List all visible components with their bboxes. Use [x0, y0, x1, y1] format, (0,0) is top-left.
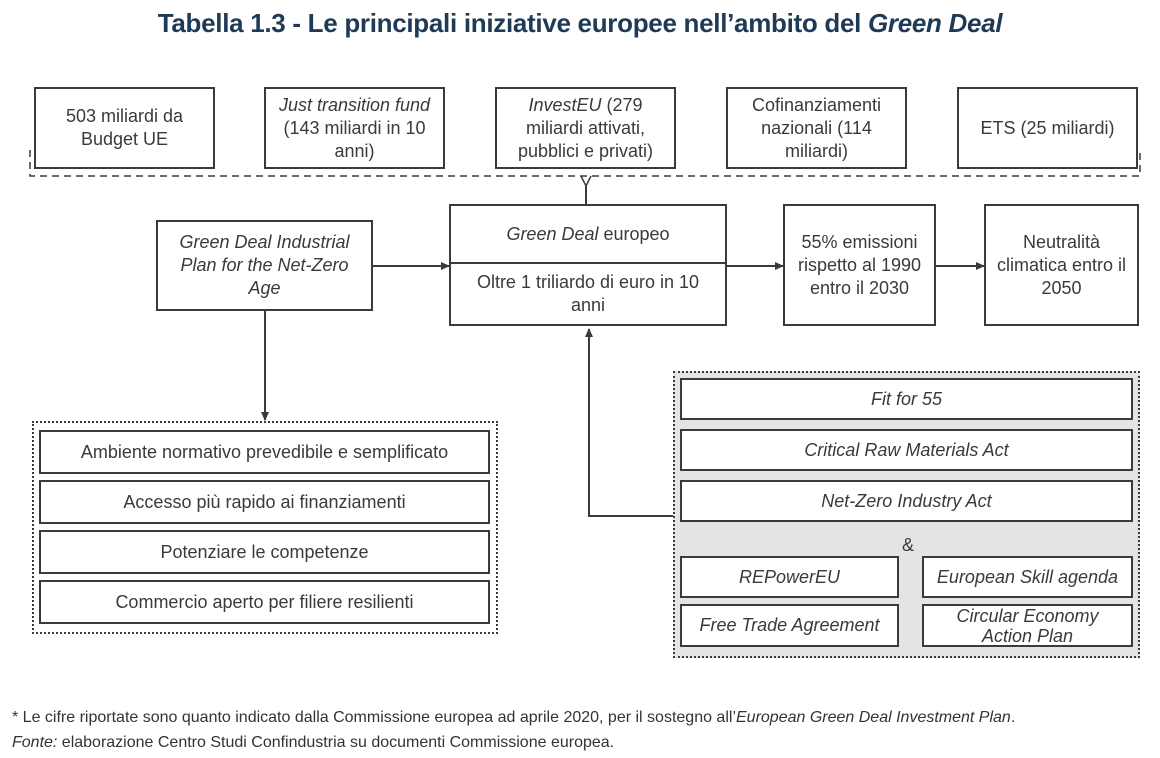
funding-brace-notch	[580, 175, 592, 188]
target-2050-box: Neutralità climatica entro il 2050	[984, 204, 1139, 326]
funding-brace	[29, 150, 1141, 177]
policy-critical-raw-materials: Critical Raw Materials Act	[680, 429, 1133, 471]
policy-european-skill-agenda: European Skill agenda	[922, 556, 1133, 598]
funding-box-just-transition: Just transition fund (143 miliardi in 10…	[264, 87, 445, 169]
funding-box-investeu: InvestEU (279 miliardi attivati, pubblic…	[495, 87, 676, 169]
green-deal-amount: Oltre 1 triliardo di euro in 10 anni	[476, 272, 700, 315]
policy-circular-economy: Circular Economy Action Plan	[922, 604, 1133, 647]
page-title: Tabella 1.3 - Le principali iniziative e…	[157, 8, 1003, 38]
pillar-box: Accesso più rapido ai finanziamenti	[39, 480, 490, 524]
green-deal-box: Green Deal europeo Oltre 1 triliardo di …	[449, 204, 727, 326]
plan-pillars-panel	[32, 421, 498, 634]
pillar-box: Potenziare le competenze	[39, 530, 490, 574]
industrial-plan-box: Green Deal Industrial Plan for the Net-Z…	[156, 220, 373, 311]
funding-box-cofinanziamenti: Cofinanziamenti nazionali (114 miliardi)	[726, 87, 907, 169]
funding-box-ets: ETS (25 miliardi)	[957, 87, 1138, 169]
policy-free-trade-agreement: Free Trade Agreement	[680, 604, 899, 647]
funding-box-budget-ue: 503 miliardi da Budget UE	[34, 87, 215, 169]
policy-fit-for-55: Fit for 55	[680, 378, 1133, 420]
policies-to-greendeal-arrow	[585, 328, 674, 517]
target-2030-box: 55% emissioni rispetto al 1990 entro il …	[783, 204, 936, 326]
ampersand: &	[901, 535, 914, 555]
footnote-source: Fonte: elaborazione Centro Studi Confind…	[12, 734, 615, 751]
footnote-note: * Le cifre riportate sono quanto indicat…	[12, 709, 1016, 726]
green-deal-label: Green Deal europeo	[451, 206, 725, 264]
pillar-box: Commercio aperto per filiere resilienti	[39, 580, 490, 624]
policy-repowereu: REPowerEU	[680, 556, 899, 598]
pillar-box: Ambiente normativo prevedibile e semplif…	[39, 430, 490, 474]
policy-net-zero-industry: Net-Zero Industry Act	[680, 480, 1133, 522]
